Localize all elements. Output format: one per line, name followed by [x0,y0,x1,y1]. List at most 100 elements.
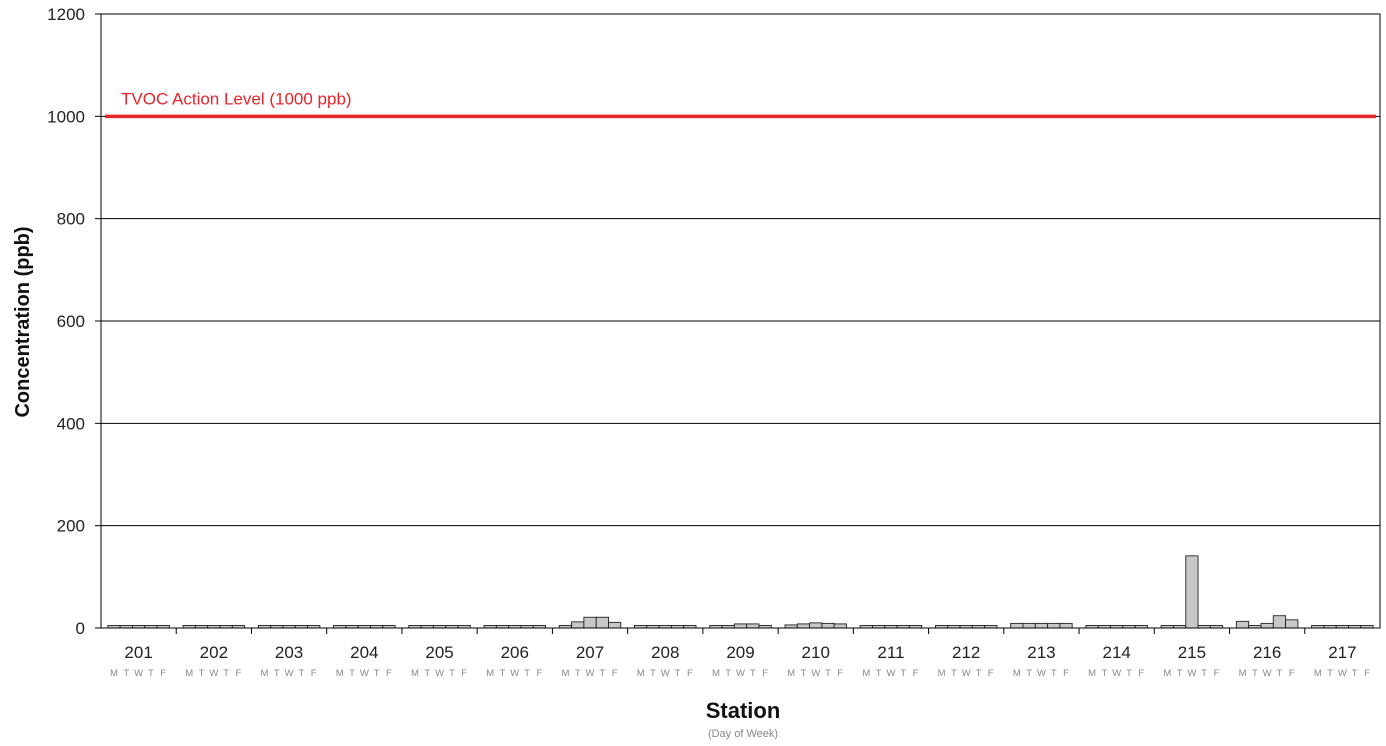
bar [833,623,847,629]
day-label: M [862,668,870,679]
bar [1185,555,1199,629]
bar [1034,622,1049,629]
day-label: W [586,668,595,679]
station-label: 215 [1178,643,1206,662]
station-label: 213 [1027,643,1055,662]
station-label: 212 [952,643,980,662]
station-label: 208 [651,643,679,662]
day-label: F [311,668,317,679]
day-label: M [1088,668,1096,679]
day-label: T [750,668,756,679]
day-label: T [1026,668,1032,679]
bar [746,623,760,629]
day-label: W [134,668,143,679]
day-label: M [411,668,419,679]
day-label: T [1201,668,1207,679]
day-label: M [1314,668,1322,679]
bar [1235,620,1250,629]
day-label: T [1177,668,1183,679]
day-label: F [536,668,542,679]
station-label: 216 [1253,643,1281,662]
day-label: F [687,668,693,679]
day-label: M [185,668,193,679]
day-label: M [1013,668,1021,679]
day-label: W [1263,668,1272,679]
day-label: T [1101,668,1107,679]
day-label: F [762,668,768,679]
y-tick-label: 1200 [47,5,85,24]
day-label: M [1239,668,1247,679]
day-label: T [1126,668,1132,679]
day-label: M [787,668,795,679]
bars [107,555,1374,629]
bar [1059,622,1073,629]
day-label: W [510,668,519,679]
bar [571,621,585,629]
day-label: T [825,668,831,679]
plot-frame [100,13,1381,629]
day-label: T [1051,668,1057,679]
station-label: 203 [275,643,303,662]
day-label: W [1338,668,1347,679]
day-label: T [274,668,280,679]
day-label: F [461,668,467,679]
day-label: W [811,668,820,679]
day-label: W [962,668,971,679]
bar [1047,622,1061,629]
reference-line-group: TVOC Action Level (1000 ppb) [105,89,1376,119]
day-label: T [876,668,882,679]
day-label: M [110,668,118,679]
station-label: 209 [726,643,754,662]
day-label: W [435,668,444,679]
day-label: T [123,668,129,679]
day-label: T [650,668,656,679]
day-label: F [1289,668,1295,679]
day-label: M [938,668,946,679]
day-label: T [1352,668,1358,679]
bar [821,622,835,629]
y-axis-title: Concentration (ppb) [12,226,34,417]
day-label: W [285,668,294,679]
day-label: T [801,668,807,679]
station-label: 201 [124,643,152,662]
day-label: T [223,668,229,679]
bar [595,616,609,629]
bar [1285,619,1299,629]
day-label: T [349,668,355,679]
bar [796,623,811,629]
station-label: 205 [425,643,453,662]
day-label: F [612,668,618,679]
station-label: 206 [501,643,529,662]
station-label: 210 [802,643,830,662]
day-label: W [209,668,218,679]
day-label: M [712,668,720,679]
day-label: M [561,668,569,679]
day-label: T [1252,668,1258,679]
day-label: W [1037,668,1046,679]
day-label: T [449,668,455,679]
action-level-label: TVOC Action Level (1000 ppb) [121,89,352,108]
station-label: 211 [877,643,904,662]
station-label: 214 [1102,643,1130,662]
day-label: T [951,668,957,679]
day-label: F [1138,668,1144,679]
bar [608,621,622,629]
day-label: F [160,668,166,679]
x-axis-subtitle: (Day of Week) [708,728,778,740]
station-label: 202 [200,643,228,662]
y-tick-label: 400 [57,414,85,433]
bar [1022,622,1036,629]
day-label: T [524,668,530,679]
day-label: M [261,668,269,679]
day-label: W [360,668,369,679]
day-label: T [500,668,506,679]
day-label: F [1364,668,1370,679]
y-tick-label: 200 [57,517,85,536]
day-label: T [575,668,581,679]
day-label: F [837,668,843,679]
day-label: T [725,668,731,679]
day-label: M [1163,668,1171,679]
y-tick-label: 0 [76,619,85,638]
day-label: T [1277,668,1283,679]
